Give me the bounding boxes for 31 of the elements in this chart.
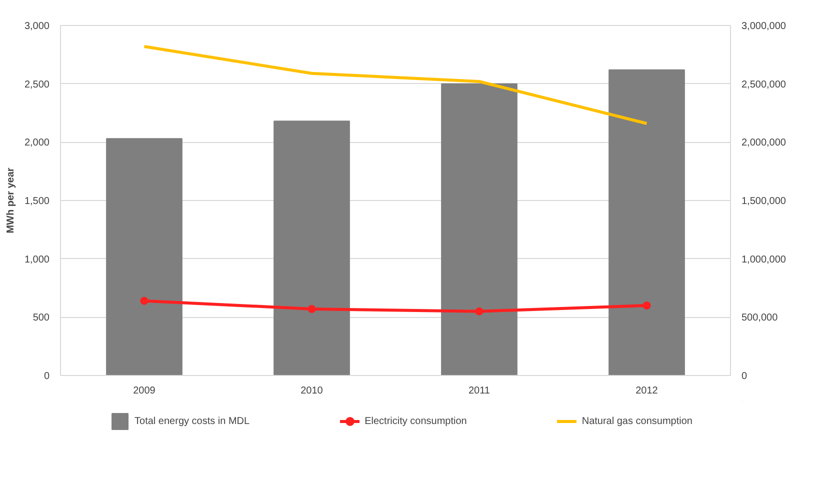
x-tick-label: 2009: [133, 386, 156, 396]
legend-label: Total energy costs in MDL: [134, 416, 250, 426]
legend-label: Natural gas consumption: [582, 416, 692, 426]
point: [475, 307, 484, 316]
y2-tick-label: 500,000: [742, 312, 778, 324]
y-tick-label: 3,000: [24, 21, 50, 32]
bar: [441, 83, 518, 376]
y-tick-label: 500: [32, 312, 50, 324]
point: [140, 296, 148, 305]
legend-label: Electricity consumption: [364, 416, 467, 426]
x-tick-label: 2011: [468, 386, 490, 396]
y2-tick-label: 2,500,000: [742, 79, 786, 90]
point: [642, 302, 651, 310]
y2-tick-label: 3,000,000: [742, 21, 786, 32]
y-axis-title: MWh per year: [5, 168, 16, 234]
x-tick-label: 2010: [300, 386, 324, 396]
y2-tick-label: 2,000,000: [742, 138, 786, 149]
y-tick-label: 2,500: [24, 79, 50, 90]
y-tick-label: 1,000: [24, 254, 50, 266]
y2-tick-label: 0: [742, 371, 748, 382]
y2-tick-label: 1,000,000: [742, 254, 786, 266]
bar: [106, 138, 182, 376]
line-series: [142, 45, 648, 125]
bar: [274, 120, 350, 376]
bar: [608, 69, 685, 376]
x-tick-label: 2012: [636, 386, 658, 396]
point: [308, 305, 316, 313]
y-tick-label: 0: [44, 371, 50, 382]
y2-tick-label: 1,500,000: [742, 196, 786, 207]
y-tick-label: 1,500: [24, 196, 50, 207]
y-tick-label: 2,000: [24, 138, 50, 149]
